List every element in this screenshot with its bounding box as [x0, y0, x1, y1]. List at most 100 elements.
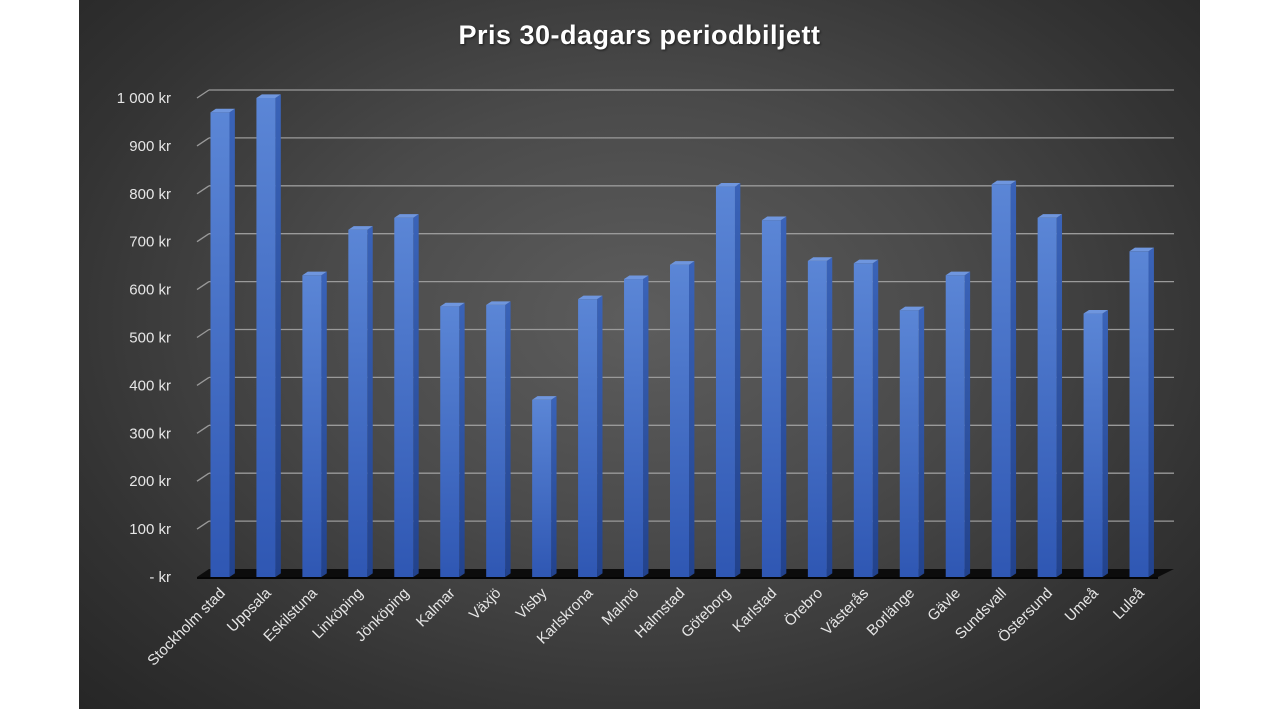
y-tick-label: 600 kr [129, 282, 171, 299]
bar-top [256, 94, 281, 98]
chart-title: Pris 30-dagars periodbiljett [458, 20, 821, 50]
x-tick-label: Göteborg [678, 585, 734, 641]
bar-top [210, 108, 235, 113]
bar-top [899, 306, 925, 311]
x-tick-label: Gävle [924, 585, 964, 625]
gridline-depth [196, 328, 210, 339]
bar-top [532, 396, 557, 400]
bar-front [945, 275, 965, 577]
bar-side [780, 216, 787, 578]
bar-top [394, 214, 419, 218]
bar-front [670, 264, 689, 577]
bar-top [761, 216, 787, 221]
gridline-depth [196, 472, 210, 482]
bar-front [1083, 313, 1103, 577]
bar-Halmstad [670, 261, 695, 577]
x-tick-label: Kalmar [413, 585, 459, 631]
x-tick-label: Växjö [466, 585, 505, 624]
bar-top [715, 183, 741, 187]
bar-Kalmar [440, 302, 465, 577]
gridline-depth [196, 376, 210, 386]
bar-top [991, 180, 1017, 185]
bar-Västerås [853, 259, 879, 577]
bar-top [1083, 309, 1108, 314]
bar-Visby [532, 396, 557, 577]
y-tick-label: 100 kr [129, 521, 171, 538]
bar-Uppsala [256, 94, 281, 578]
chart-area: Pris 30-dagars periodbiljett - kr 100 kr 2… [79, 0, 1200, 709]
x-tick-label: Visby [513, 584, 551, 622]
bar-side [964, 271, 971, 577]
bar-front [1037, 217, 1057, 577]
x-tick-label: Västerås [818, 585, 872, 639]
bar-top [440, 302, 465, 307]
y-tick-label: 800 kr [129, 186, 171, 203]
gridline-depth [196, 89, 210, 99]
bar-Östersund [1037, 214, 1063, 577]
bar-front [807, 260, 827, 577]
x-tick-label: Malmö [599, 585, 643, 629]
bar-side [1010, 180, 1017, 577]
bar-top [578, 295, 603, 300]
bar-side [1056, 214, 1063, 577]
bar-Växjö [486, 301, 511, 577]
bar-top [670, 261, 695, 265]
bar-side [459, 302, 465, 577]
bar-side [367, 226, 373, 577]
bar-top [486, 301, 511, 305]
gridline-depth [196, 520, 210, 530]
bar-Gävle [945, 271, 971, 577]
bar-front [210, 112, 230, 578]
bar-top [1037, 214, 1063, 218]
gridline-depth [196, 424, 210, 434]
bar-front [899, 310, 919, 577]
x-tick-label: Karlstad [729, 585, 780, 636]
bar-top [807, 257, 833, 261]
bar-side [1102, 309, 1108, 577]
bar-front [348, 229, 368, 577]
y-tick-label: - kr [149, 569, 171, 586]
bar-side [1148, 247, 1154, 577]
bar-side [734, 183, 741, 577]
y-tick-label: 1 000 kr [117, 90, 171, 107]
bar-top [1129, 247, 1154, 252]
bar-front [853, 263, 873, 577]
bar-Eskilstuna [302, 271, 327, 577]
bar-side [551, 396, 557, 577]
bar-Stockholm stad [210, 108, 235, 578]
bar-front [440, 306, 460, 577]
y-tick-label: 200 kr [129, 473, 171, 490]
bar-Borlänge [899, 306, 925, 577]
bar-Karlskrona [578, 295, 603, 577]
bar-front [302, 275, 322, 577]
bars [210, 94, 1154, 578]
bar-front [715, 186, 735, 578]
bar-side [597, 295, 603, 577]
gridline-depth [196, 233, 210, 243]
bar-front [256, 98, 276, 577]
x-axis: Stockholm stadUppsalaEskilstunaLinköping… [144, 584, 1148, 669]
x-tick-label: Borlänge [864, 585, 918, 639]
floor-edge [197, 577, 1158, 579]
bar-front [532, 399, 552, 577]
y-tick-label: 500 kr [129, 330, 171, 347]
bar-Linköping [348, 226, 373, 577]
bar-Luleå [1129, 247, 1154, 577]
bar-top [624, 275, 649, 280]
y-tick-label: 400 kr [129, 377, 171, 394]
y-axis: - kr 100 kr 200 kr 300 kr 400 kr 500 kr 600 kr… [117, 90, 171, 586]
bar-Örebro [807, 257, 833, 577]
bar-side [229, 108, 235, 578]
x-tick-label: Halmstad [632, 585, 689, 642]
x-tick-label: Luleå [1110, 584, 1148, 622]
chart-plot: - kr 100 kr 200 kr 300 kr 400 kr 500 kr 600 kr… [117, 89, 1174, 669]
y-tick-label: 700 kr [129, 234, 171, 251]
bar-Jönköping [394, 214, 419, 577]
gridline-depth [196, 137, 210, 147]
bar-side [275, 94, 281, 578]
gridline-depth [196, 281, 210, 291]
x-tick-label: Stockholm stad [144, 585, 229, 670]
bar-side [643, 275, 649, 577]
bar-front [761, 220, 781, 577]
bar-side [413, 214, 419, 577]
